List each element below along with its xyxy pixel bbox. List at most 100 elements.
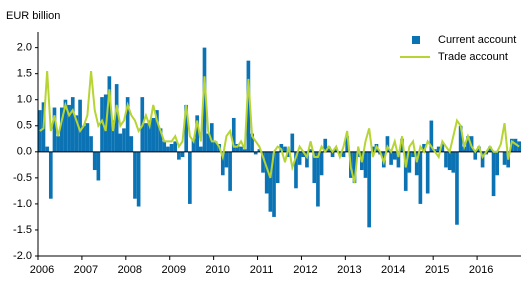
x-tick-label: 2014	[381, 264, 405, 276]
y-tick-label: 0.5	[17, 120, 32, 132]
bar	[294, 151, 298, 189]
bar	[184, 104, 189, 152]
bar	[264, 151, 269, 194]
bar	[257, 149, 262, 152]
bar	[290, 133, 295, 152]
bar	[301, 151, 306, 158]
bar	[411, 151, 415, 158]
bar	[199, 146, 203, 152]
bar	[440, 144, 445, 152]
y-tick-label: -1.5	[13, 224, 32, 236]
bar	[129, 136, 134, 152]
bar	[396, 151, 401, 168]
bar	[89, 136, 93, 152]
bar	[74, 115, 79, 152]
bar	[250, 133, 254, 152]
bar	[147, 120, 152, 152]
bar	[334, 149, 339, 152]
bar	[48, 151, 53, 199]
legend-label: Current account	[438, 34, 516, 46]
bar	[389, 151, 393, 165]
bar	[407, 151, 412, 173]
bar	[158, 128, 163, 152]
bar	[246, 60, 251, 152]
bar	[272, 151, 276, 217]
bar	[455, 151, 459, 225]
bar	[235, 144, 240, 152]
bar	[447, 151, 452, 171]
bar	[473, 151, 478, 160]
bar	[155, 110, 159, 152]
bar	[488, 146, 492, 152]
y-tick-label: 2.0	[17, 42, 32, 54]
bar	[213, 141, 218, 152]
bar	[209, 123, 214, 152]
x-tick-label: 2007	[74, 264, 98, 276]
bar	[144, 123, 148, 152]
bar	[517, 141, 521, 152]
bar	[122, 128, 126, 152]
bar	[125, 97, 130, 152]
bar	[173, 141, 178, 152]
bar	[345, 136, 350, 152]
bar	[422, 144, 426, 152]
bar	[206, 133, 210, 152]
bar	[63, 99, 68, 152]
bar	[56, 136, 60, 152]
bar	[308, 149, 313, 152]
bar	[268, 151, 273, 212]
bar	[253, 151, 258, 155]
y-tick-label: -1.0	[13, 198, 32, 210]
bar	[70, 97, 75, 152]
bar	[202, 47, 207, 152]
bar	[78, 99, 82, 152]
bar	[242, 149, 247, 152]
bar	[414, 151, 419, 176]
bar	[45, 146, 49, 152]
bar	[330, 151, 335, 158]
x-tick-label: 2010	[205, 264, 229, 276]
bar	[136, 151, 141, 207]
bar	[151, 117, 156, 152]
bar	[275, 151, 280, 184]
bar	[385, 136, 390, 152]
y-axis-label: EUR billion	[6, 10, 60, 22]
bar	[502, 151, 507, 165]
bar	[220, 151, 225, 176]
legend-swatch	[412, 36, 420, 44]
bar	[392, 151, 397, 160]
x-tick-label: 2013	[337, 264, 361, 276]
bar	[305, 151, 309, 168]
bar	[52, 107, 57, 152]
bar	[85, 123, 90, 152]
bar	[425, 151, 430, 194]
bar	[67, 104, 71, 152]
x-tick-label: 2015	[425, 264, 449, 276]
bar	[239, 146, 243, 152]
bar	[327, 146, 331, 152]
bar	[513, 138, 518, 152]
bar	[297, 151, 302, 165]
bar	[323, 138, 328, 152]
bar	[352, 151, 357, 184]
bar	[458, 125, 463, 152]
y-tick-label: -2.0	[13, 250, 32, 262]
y-tick-label: 1.5	[17, 68, 32, 80]
y-tick-label: 1.0	[17, 94, 32, 106]
bar	[286, 151, 291, 158]
x-tick-label: 2006	[30, 264, 54, 276]
line	[39, 70, 520, 184]
bar	[166, 146, 170, 152]
bar	[96, 151, 101, 181]
bar	[180, 151, 185, 158]
bar	[283, 146, 287, 152]
bar	[118, 133, 123, 152]
bar	[92, 151, 97, 171]
bar	[114, 84, 119, 152]
bar	[177, 151, 181, 160]
bar	[162, 141, 167, 152]
bar	[418, 151, 423, 204]
x-tick-label: 2016	[469, 264, 493, 276]
bar	[111, 120, 115, 152]
